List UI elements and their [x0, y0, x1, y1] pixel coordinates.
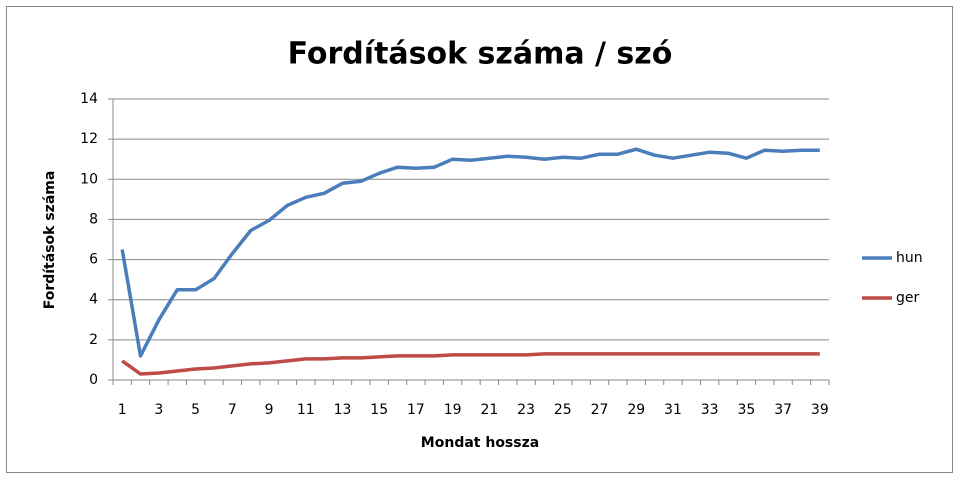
x-tick-label: 23	[517, 402, 535, 418]
x-tick-label: 7	[228, 402, 237, 418]
y-tick-label: 6	[89, 252, 98, 268]
x-tick-label: 25	[554, 402, 572, 418]
y-tick-label: 8	[89, 211, 98, 227]
x-tick-label: 37	[774, 402, 792, 418]
x-tick-label: 11	[297, 402, 315, 418]
x-tick-label: 1	[118, 402, 127, 418]
x-tick-label: 39	[811, 402, 829, 418]
x-tick-label: 27	[591, 402, 609, 418]
x-tick-label: 33	[701, 402, 719, 418]
x-tick-label: 5	[191, 402, 200, 418]
x-axis-title: Mondat hossza	[421, 435, 539, 451]
y-tick-label: 0	[89, 372, 98, 388]
y-tick-label: 2	[89, 332, 98, 348]
y-tick-label: 14	[80, 91, 98, 107]
chart-title: Fordítások száma / szó	[288, 37, 673, 72]
y-tick-label: 12	[80, 131, 98, 147]
x-tick-label: 15	[370, 402, 388, 418]
series-line	[120, 147, 820, 358]
legend-label: ger	[896, 290, 920, 306]
chart-border	[6, 6, 953, 473]
x-tick-label: 17	[407, 402, 425, 418]
y-tick-label: 10	[80, 171, 98, 187]
x-tick-label: 13	[334, 402, 352, 418]
x-tick-label: 21	[480, 402, 498, 418]
x-tick-label: 19	[444, 402, 462, 418]
x-tick-label: 29	[627, 402, 645, 418]
x-tick-label: 31	[664, 402, 682, 418]
series-line	[121, 352, 820, 376]
x-tick-label: 35	[737, 402, 755, 418]
x-tick-label: 9	[265, 402, 274, 418]
y-tick-label: 4	[89, 292, 98, 308]
legend-label: hun	[896, 250, 923, 266]
x-tick-label: 3	[154, 402, 163, 418]
y-axis-title: Fordítások száma	[42, 171, 58, 310]
